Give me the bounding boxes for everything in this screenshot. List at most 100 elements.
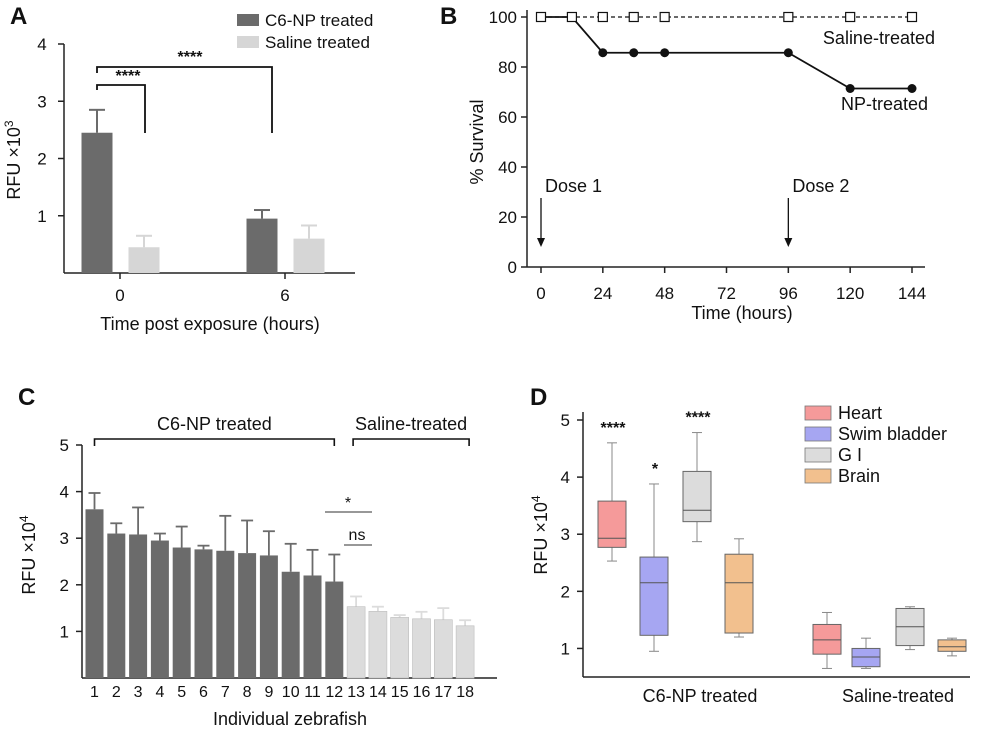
b-saline-point [597,11,608,23]
b-y-tick-label: 0 [508,258,517,277]
a-bar [81,132,113,273]
b-saline-point [628,11,639,23]
d-box [851,647,881,668]
a-legend-label: C6-NP treated [265,11,373,30]
d-legend-swatch [804,405,832,421]
c-x-tick-label: 4 [155,684,164,701]
c-x-tick-label: 3 [134,684,143,701]
d-significance-stars: **** [601,420,627,437]
c-bar [238,553,257,678]
a-bar [293,238,325,273]
b-saline-point [566,11,578,23]
b-saline-point [659,11,670,23]
a-x-tick-label: 6 [280,286,289,305]
b-np-point [907,84,917,93]
c-x-tick-label: 14 [369,684,387,701]
c-x-tick-label: 1 [90,684,99,701]
b-np-line [541,16,912,90]
c-x-tick-label: 9 [264,684,273,701]
c-x-tick-label: 11 [304,684,321,701]
c-x-tick-label: 10 [282,684,300,701]
b-y-tick-label: 40 [498,158,517,177]
d-y-axis-label-exponent: 4 [529,495,543,502]
c-x-tick-label: 5 [177,684,186,701]
panel-b: B 0 20 40 60 80 100 0 24 48 72 96 120 144 Saline-trea… [440,3,935,323]
b-saline-point [845,11,856,23]
d-legend-swatch [804,468,832,484]
c-significance-star: * [345,495,351,512]
c-bar [107,533,126,678]
d-legend-label: Swim bladder [838,424,947,444]
c-bar [368,611,388,679]
c-x-tick-label: 12 [325,684,343,701]
c-y-axis-label-text: RFU ×10 [19,522,39,595]
c-bar [194,549,213,678]
d-y-tick-label: 5 [561,411,570,430]
b-x-tick-label: 48 [655,284,674,303]
a-significance-bracket [96,84,146,133]
b-x-tick-label: 120 [836,284,864,303]
b-x-tick-label: 0 [536,284,545,303]
c-x-axis-label: Individual zebrafish [213,709,367,729]
b-y-tick-label: 60 [498,108,517,127]
c-bar [259,555,278,678]
d-box [937,639,967,652]
a-y-tick-label: 3 [37,92,46,111]
b-dose-arrowhead [537,238,545,247]
c-y-tick-label: 2 [60,576,69,595]
d-legend-swatch [804,426,832,442]
b-saline-point [783,11,794,23]
d-significance-stars: * [652,461,659,478]
d-y-tick-label: 3 [561,525,570,544]
d-y-axis-label: RFU ×104 [529,495,551,575]
a-legend-swatch [237,36,259,48]
b-y-axis-label-text: % Survival [467,99,487,184]
b-y-tick-label: 20 [498,208,517,227]
a-y-axis-label: RFU ×103 [2,120,24,200]
d-group-label: Saline-treated [842,686,954,706]
b-y-tick-label: 100 [489,8,517,27]
a-significance-bracket [96,66,273,133]
d-legend-label: G I [838,445,862,465]
b-np-point [845,84,855,93]
c-bar [346,606,366,679]
a-significance-stars: **** [178,49,204,66]
c-y-tick-label: 3 [60,529,69,548]
a-bar [246,218,278,273]
d-legend-label: Brain [838,466,880,486]
c-x-tick-label: 18 [456,684,474,701]
panel-a-letter: A [10,3,27,30]
b-y-tick-label: 80 [498,58,517,77]
c-ns-label: ns [349,527,366,544]
d-box [639,556,669,636]
c-bar [303,575,322,678]
c-group-bracket [93,438,336,446]
a-x-tick-label: 0 [115,286,124,305]
d-box [682,470,712,523]
panel-b-letter: B [440,3,457,30]
c-x-tick-label: 17 [434,684,452,701]
b-np-point [660,48,670,58]
d-legend-label: Heart [838,403,882,423]
b-x-tick-label: 24 [593,284,612,303]
c-bar [172,547,191,678]
d-group-label: C6-NP treated [643,686,758,706]
d-y-tick-label: 4 [561,468,570,487]
b-np-point [629,48,639,58]
d-box [812,623,842,655]
c-y-tick-label: 1 [60,622,69,641]
panel-a: A 1 2 3 4 0 6 C6-NP treated Saline treated **** *… [2,3,373,334]
d-y-tick-label: 2 [561,582,570,601]
c-group-label: Saline-treated [355,414,467,434]
c-x-tick-label: 2 [112,684,121,701]
a-legend-swatch [237,14,259,26]
d-box [597,500,627,548]
c-bar [150,540,169,678]
a-significance-stars: **** [116,68,142,85]
a-legend-label: Saline treated [265,33,370,52]
b-x-tick-label: 144 [898,284,926,303]
a-x-axis-label: Time post exposure (hours) [100,314,319,334]
